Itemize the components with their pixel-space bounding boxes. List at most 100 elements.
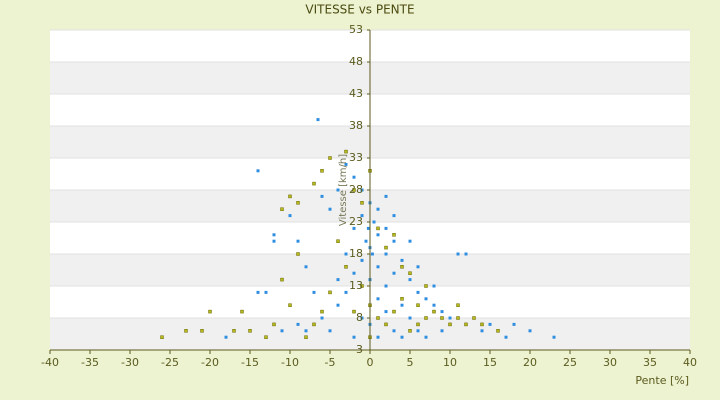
y-tick-label: 38 [349,119,363,132]
point [480,329,484,333]
point [528,329,532,333]
point [376,265,380,269]
y-tick-label: 23 [349,215,363,228]
point [432,309,436,314]
point [376,297,380,301]
point [408,278,412,282]
point [360,316,364,320]
point [288,194,292,199]
x-tick-label: 5 [407,356,414,369]
point [352,271,356,275]
point [316,118,320,122]
point [416,322,420,327]
y-tick-label: 48 [349,55,363,68]
y-tick-label: 28 [349,183,363,196]
axes: 38131823283338434853-40-35-30-25-20-15-1… [41,23,697,369]
point [280,329,284,333]
point [392,271,396,275]
point [224,335,228,339]
point [344,265,348,269]
point [328,207,332,211]
point [424,297,428,301]
point [248,329,252,333]
x-tick-label: -25 [161,356,179,369]
point [232,329,236,333]
point [432,284,436,288]
point [392,309,396,314]
point [352,188,356,192]
point [328,290,332,295]
point [336,303,340,307]
y-tick-label: 8 [356,311,363,324]
point [376,207,380,211]
point [352,309,356,314]
point [360,201,364,205]
chart-title: VITESSE vs PENTE [305,3,414,17]
point [400,297,404,301]
x-tick-label: -15 [241,356,259,369]
point [392,233,396,237]
y-tick-label: 13 [349,279,363,292]
x-tick-label: 40 [683,356,697,369]
point [352,175,356,179]
point [416,303,420,307]
point [392,329,396,333]
point [416,329,420,333]
x-tick-label: -20 [201,356,219,369]
point [328,156,332,160]
point [336,188,340,192]
point [376,316,380,320]
point [304,265,308,269]
x-tick-label: 30 [603,356,617,369]
point [472,316,476,320]
point [448,316,452,320]
point [384,252,388,256]
point [352,335,356,339]
x-tick-label: 20 [523,356,537,369]
point [344,162,348,166]
x-tick-label: 15 [483,356,497,369]
point [360,214,364,218]
y-tick-label: 33 [349,151,363,164]
point [440,310,444,314]
point [424,284,428,288]
y-tick-label: 18 [349,247,363,260]
point [416,290,420,294]
point [336,278,340,282]
x-tick-label: -40 [41,356,59,369]
point [256,169,260,173]
point [456,316,460,320]
point [312,322,316,327]
point [320,309,324,314]
point [360,188,364,192]
point [272,322,276,327]
point [280,277,284,282]
point [432,303,436,307]
x-axis-label: Pente [%] [635,374,689,387]
x-tick-label: -10 [281,356,299,369]
point [384,322,388,327]
point [384,310,388,314]
point [384,194,388,198]
x-tick-label: 25 [563,356,577,369]
point [360,258,364,262]
point [200,329,204,333]
point [504,335,508,339]
point [400,258,404,262]
x-tick-label: -30 [121,356,139,369]
point [280,207,284,211]
point [408,239,412,243]
point [296,201,300,205]
point [320,194,324,198]
point [488,322,492,326]
point [370,252,374,256]
point [512,322,516,326]
point [552,335,556,339]
point [360,284,364,288]
point [456,252,460,256]
point [464,252,468,256]
point [184,329,188,333]
point [464,322,468,327]
point [400,303,404,307]
